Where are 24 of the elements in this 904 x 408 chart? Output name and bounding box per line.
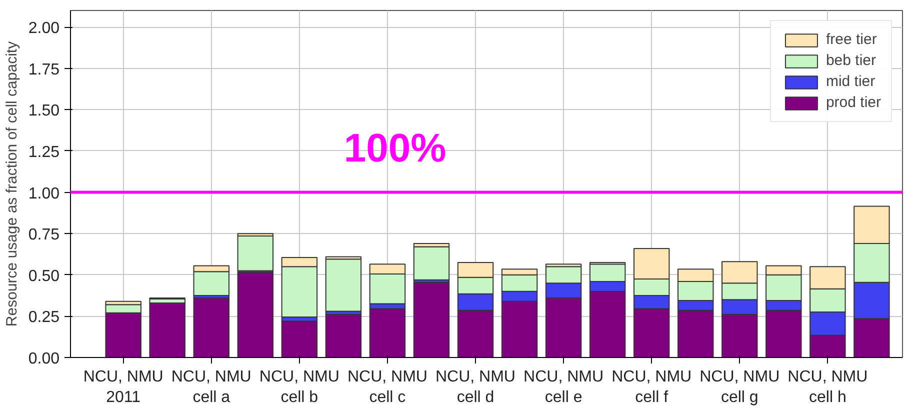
ref-line-label: 100% xyxy=(344,126,446,170)
x-tick-label: NCU, NMU cell f xyxy=(612,368,692,406)
legend-label: prod tier xyxy=(826,94,881,111)
y-tick-label: 1.50 xyxy=(28,102,60,120)
x-tick-label: NCU, NMU cell h xyxy=(788,368,868,406)
legend-label: mid tier xyxy=(826,73,876,90)
y-tick-label: 1.25 xyxy=(28,144,60,161)
y-tick-label: 0.75 xyxy=(28,226,60,244)
y-tick-label: 0.25 xyxy=(28,309,60,326)
x-tick-label: NCU, NMU cell c xyxy=(347,368,428,406)
y-tick-label: 0.50 xyxy=(28,268,60,285)
y-tick-label: 1.75 xyxy=(28,61,60,78)
x-tick-label: NCU, NMU cell e xyxy=(524,368,604,406)
x-tick-label: NCU, NMU 2011 xyxy=(83,368,164,406)
y-axis-title: Resource usage as fraction of cell capacity xyxy=(3,40,20,327)
x-tick-label: NCU, NMU cell a xyxy=(171,368,252,406)
y-tick-label: 1.00 xyxy=(28,185,60,202)
y-tick-label: 0.00 xyxy=(28,350,60,368)
x-tick-label: NCU, NMU cell d xyxy=(436,368,516,406)
legend-label: beb tier xyxy=(826,52,876,69)
legend-label: free tier xyxy=(826,31,877,48)
x-tick-label: NCU, NMU cell b xyxy=(259,368,340,406)
x-tick-label: NCU, NMU cell g xyxy=(700,368,780,406)
y-tick-label: 2.00 xyxy=(28,20,60,38)
